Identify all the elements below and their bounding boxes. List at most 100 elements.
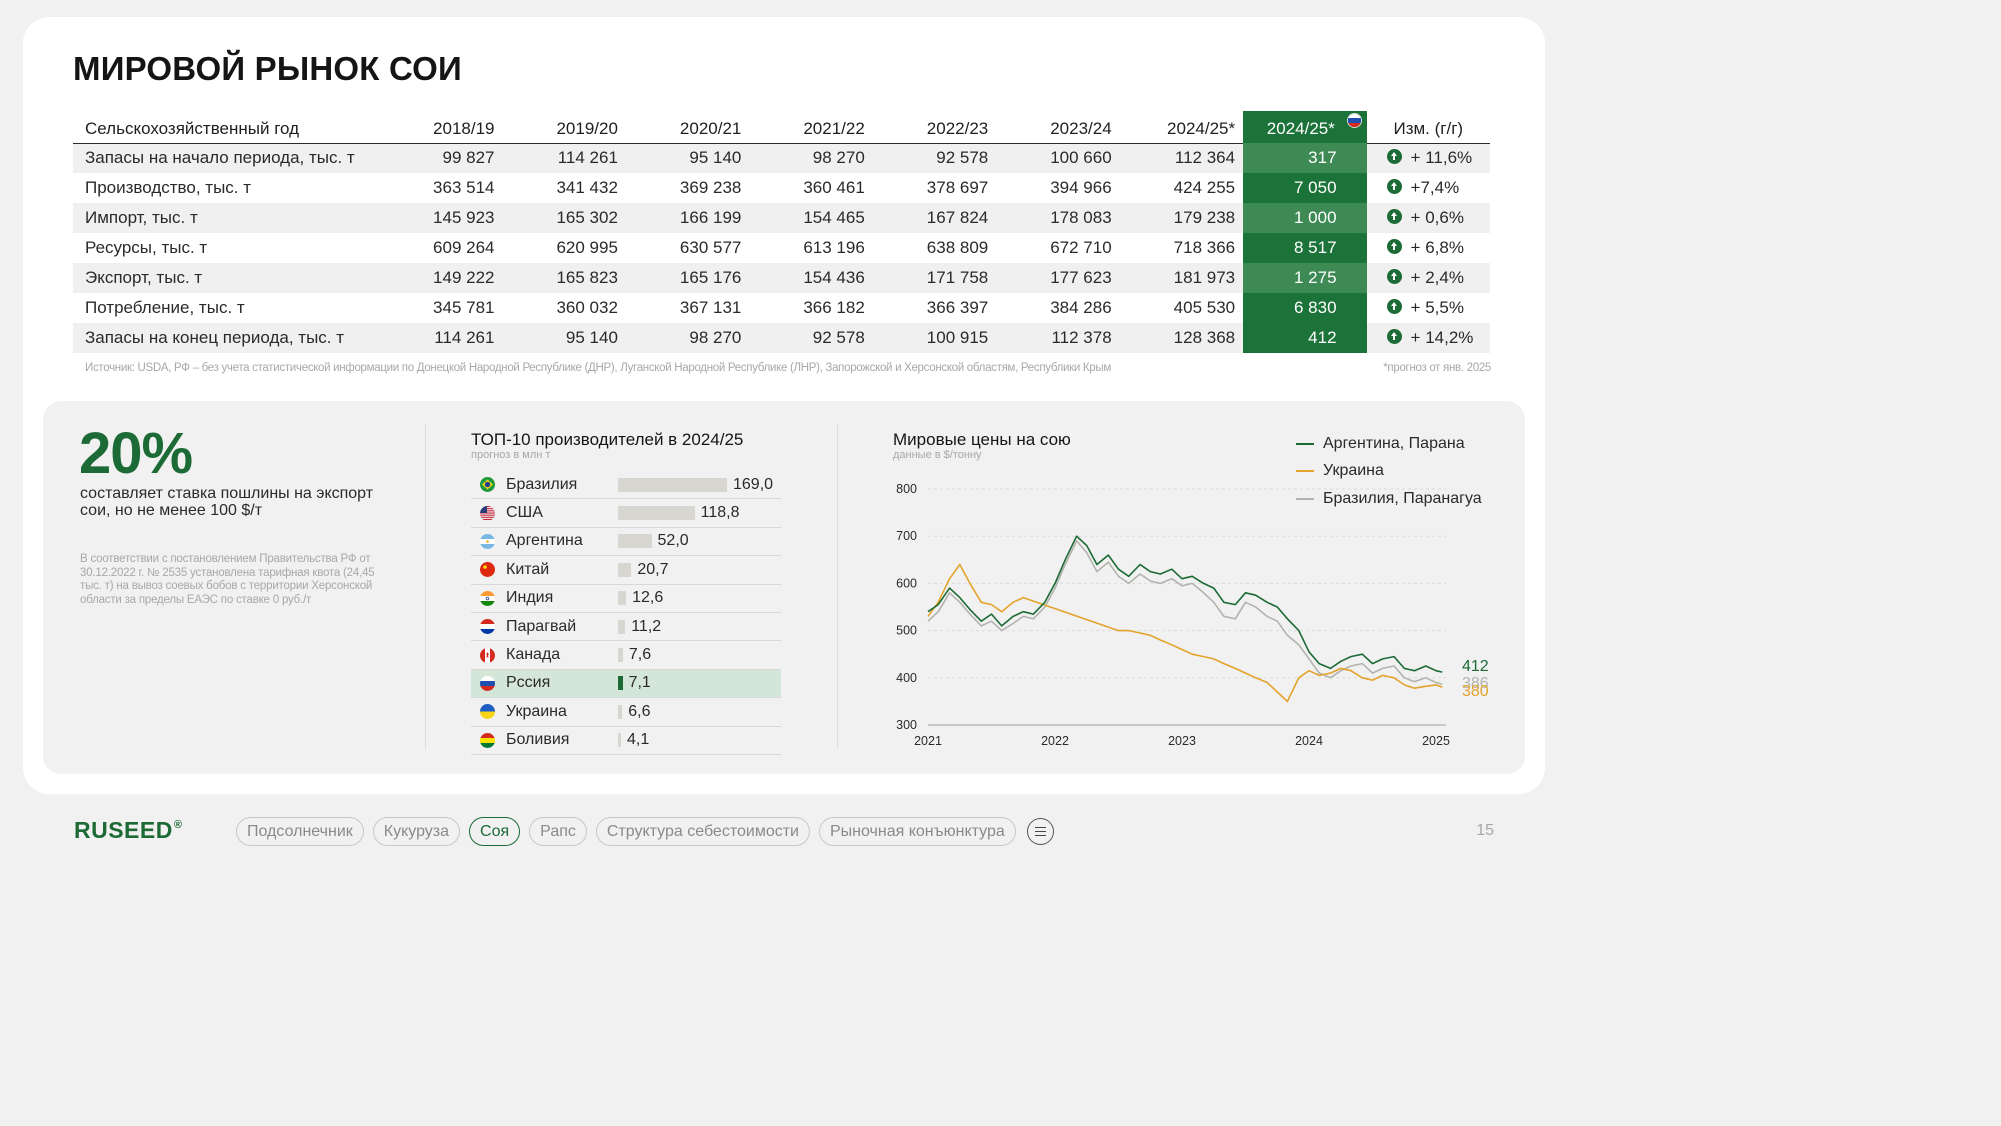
table-cell: 95 140 [625,143,750,173]
table-cell: 179 238 [1119,203,1244,233]
legend-item: Аргентина, Парана [1296,430,1482,458]
ruseed-logo[interactable]: RUSEED® [74,817,183,843]
nav-tab[interactable]: Кукуруза [372,817,461,846]
legend-swatch [1296,470,1314,473]
chart-legend: Аргентина, Парана Украина Бразилия, Парана… [1296,430,1482,513]
column-header: 2022/23 [872,111,997,144]
change-cell: + 2,4% [1366,263,1490,293]
series-line [927,540,1443,686]
arrow-up-icon [1386,149,1402,165]
series-line [927,535,1443,673]
change-value: + 11,6% [1410,148,1473,168]
table-cell: 165 302 [502,203,626,233]
column-header: 2018/19 [379,111,503,144]
russia-cell: 1 275 [1243,263,1367,293]
nav-tab[interactable]: Рыночная конъюнктура [818,817,1016,846]
table-cell: 128 368 [1119,323,1244,353]
producer-row-russia: Рссия 7,1 [471,669,781,699]
table-cell: 341 432 [502,173,626,203]
market-table: Сельскохозяйственный год 2018/19 2019/20 20… [73,111,1490,353]
table-header-row: Сельскохозяйственный год 2018/19 2019/20 20… [73,111,1490,144]
table-row: Запасы на конец периода, тыс. т 114 261 95… [73,323,1490,353]
bottom-panel [43,401,1525,774]
table-cell: 360 032 [502,293,626,323]
table-cell: 114 261 [502,143,626,173]
table-cell: 394 966 [996,173,1120,203]
producer-row-china: Китай 20,7 [471,556,781,585]
table-cell: 167 824 [872,203,997,233]
column-header: 2024/25* [1119,111,1244,144]
x-tick-label: 2022 [1041,734,1069,748]
row-label: Производство, тыс. т [73,173,380,203]
change-cell: + 14,2% [1366,323,1490,353]
table-cell: 345 781 [379,293,503,323]
table-cell: 718 366 [1119,233,1244,263]
legend-label: Украина [1323,462,1384,480]
table-cell: 367 131 [625,293,750,323]
table-cell: 92 578 [749,323,873,353]
table-cell: 114 261 [379,323,503,353]
russia-cell: 412 [1243,323,1367,353]
producer-bar [618,506,695,521]
russia-cell: 7 050 [1243,173,1367,203]
column-header: Изм. (г/г) [1366,111,1490,144]
producer-row-bolivia: Боливия 4,1 [471,727,781,755]
arrow-up-icon [1386,299,1402,314]
column-header: 2019/20 [502,111,626,144]
legend-item: Бразилия, Паранагуа [1296,485,1482,513]
nav-tab[interactable]: Подсолнечник [236,817,364,846]
table-cell: 154 465 [749,203,873,233]
column-header: 2020/21 [625,111,750,144]
x-tick-label: 2025 [1422,734,1450,748]
russia-cell: 8 517 [1243,233,1367,263]
change-cell: + 6,8% [1366,233,1490,263]
table-cell: 613 196 [749,233,873,263]
producer-bar [618,562,632,577]
x-tick-label: 2024 [1295,734,1323,748]
series-end-label: 412 [1462,658,1489,676]
table-cell: 384 286 [996,293,1120,323]
column-header: Сельскохозяйственный год [73,111,380,144]
producer-name: Индия [506,589,554,607]
legend-label: Бразилия, Паранагуа [1323,489,1482,507]
table-cell: 99 827 [379,143,503,173]
table-cell: 363 514 [379,173,503,203]
table-row: Запасы на начало периода, тыс. т 99 827 11… [73,143,1490,173]
table-cell: 424 255 [1119,173,1244,203]
producer-value: 11,2 [631,617,662,635]
producer-value: 169,0 [733,475,774,493]
table-row: Экспорт, тыс. т 149 222 165 823 165 176 154 … [73,263,1490,293]
y-tick-label: 700 [896,529,917,543]
table-cell: 145 923 [379,203,503,233]
producer-value: 6,6 [628,702,651,720]
arrow-up-icon [1386,239,1402,254]
nav-tab[interactable]: Рапс [529,817,587,846]
nav-tab[interactable]: Соя [469,817,521,846]
usa-flag-icon [480,505,495,521]
table-cell: 360 461 [749,173,873,203]
producer-bar [618,648,623,663]
producer-row-argentina: Аргентина 52,0 [471,528,781,557]
page-title: МИРОВОЙ РЫНОК СОИ [73,50,462,87]
y-tick-label: 800 [896,482,917,496]
change-value: + 5,5% [1410,298,1464,317]
legend-swatch [1296,497,1314,500]
table-cell: 98 270 [749,143,873,173]
table-cell: 630 577 [625,233,750,263]
table-cell: 378 697 [872,173,997,203]
russia-cell: 1 000 [1243,203,1367,233]
forecast-note: *прогноз от янв. 2025 [1383,362,1491,374]
producer-bar [618,477,727,492]
nav-tab[interactable]: Структура себестоимости [595,817,810,846]
producer-name: Китай [506,560,550,578]
producer-row-india: Индия 12,6 [471,585,781,613]
change-value: + 14,2% [1410,328,1474,347]
producer-bar [618,676,623,691]
table-row: Импорт, тыс. т 145 923 165 302 166 199 154 4… [73,203,1490,233]
ukraine-flag-icon [480,704,495,720]
canada-flag-icon [480,647,495,663]
producer-bar [618,534,652,549]
russia-cell: 6 830 [1243,293,1367,323]
producer-value: 20,7 [637,560,669,578]
menu-icon[interactable] [1026,818,1054,845]
